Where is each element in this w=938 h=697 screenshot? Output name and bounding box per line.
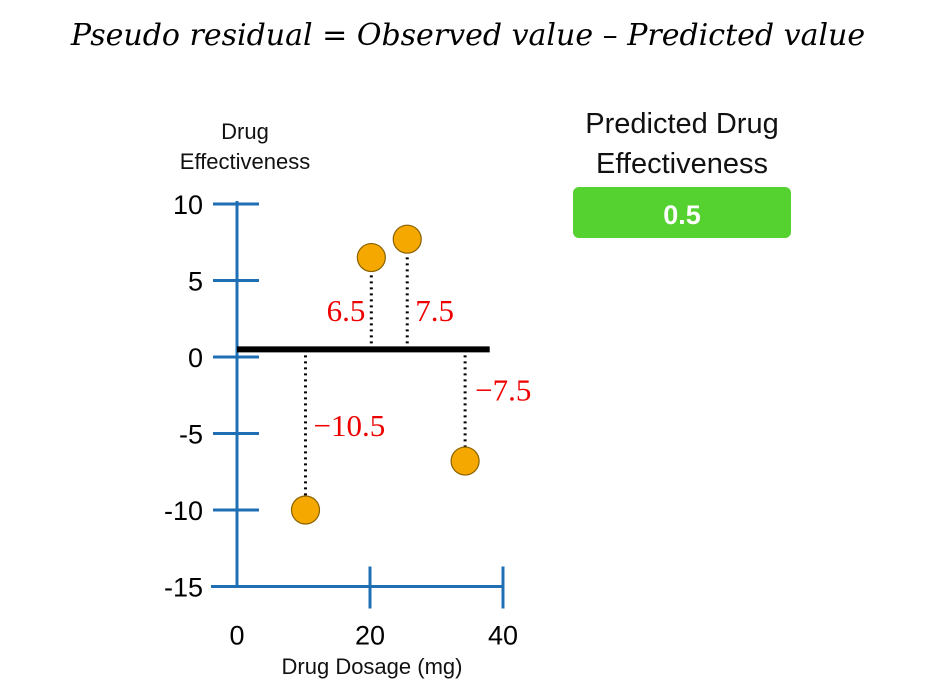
data-point: [356, 242, 386, 273]
x-axis-title: Drug Dosage (mg): [282, 654, 463, 679]
data-point: [450, 446, 480, 476]
plot-area: 10 5 0 -5 -10 -15 0 20 40 −10.5 6.5 7.5 −7.5: [164, 190, 531, 651]
residual-label: −7.5: [475, 373, 531, 408]
y-axis-title-line1: Drug: [221, 119, 269, 144]
predicted-value: 0.5: [663, 200, 701, 230]
y-tick-label: -5: [179, 420, 203, 450]
y-tick-label: 0: [188, 343, 203, 373]
predicted-title-line2: Effectiveness: [596, 148, 768, 180]
y-tick-label: -10: [164, 496, 203, 526]
y-tick-label: 10: [173, 190, 203, 220]
data-point: [290, 495, 321, 525]
x-tick-label: 0: [229, 621, 244, 651]
y-tick-label: -15: [164, 573, 203, 603]
x-tick-label: 40: [488, 621, 518, 651]
data-point: [392, 224, 422, 254]
y-tick-label: 5: [188, 267, 203, 297]
y-axis-title-line2: Effectiveness: [180, 149, 310, 174]
predicted-title-line1: Predicted Drug: [585, 108, 778, 140]
residual-label: −10.5: [313, 408, 385, 443]
residual-label: 6.5: [327, 293, 366, 328]
formula: Pseudo residual = Observed value – Predi…: [70, 18, 865, 53]
x-tick-label: 20: [355, 621, 385, 651]
residual-label: 7.5: [415, 293, 454, 328]
predicted-value-box: [573, 187, 791, 238]
